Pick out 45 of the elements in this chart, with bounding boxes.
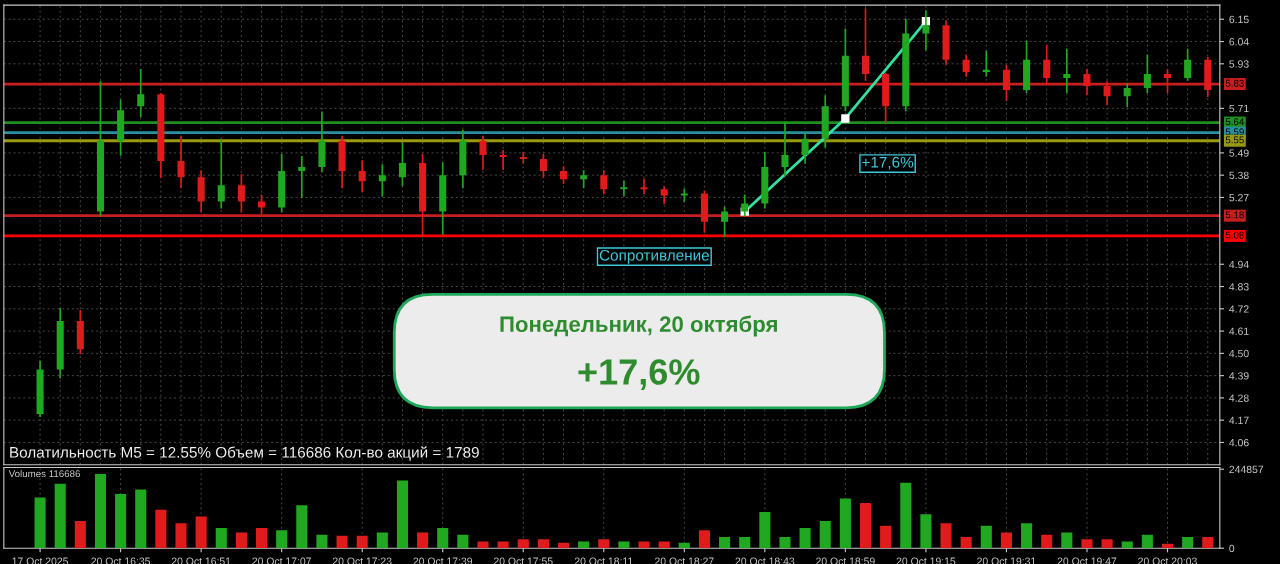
x-tick-label: 20 Oct 18:43: [735, 557, 795, 564]
y-tick-label: 244857: [1229, 465, 1264, 474]
x-tick-label: 20 Oct 19:31: [977, 557, 1036, 564]
x-tick-label: 20 Oct 20:03: [1138, 557, 1197, 564]
x-tick-label: 20 Oct 18:27: [655, 557, 714, 564]
y-tick-label: 4.39: [1229, 372, 1249, 380]
x-tick-label: 20 Oct 16:51: [171, 557, 231, 564]
y-tick-label: 0: [1229, 544, 1235, 553]
y-tick-label: 4.50: [1229, 349, 1249, 358]
ref-line-label: 5.59: [1225, 128, 1244, 136]
x-tick-label: 20 Oct 17:07: [252, 557, 311, 564]
annotation: +17,6%: [578, 359, 700, 390]
x-tick-label: 20 Oct 19:15: [896, 557, 956, 564]
chart-title: Volumes 116686: [8, 469, 80, 478]
x-tick-label: 20 Oct 18:11: [574, 557, 633, 564]
y-tick-label: 4.61: [1229, 327, 1249, 335]
y-tick-label: 5.49: [1229, 149, 1249, 157]
x-tick-label: 20 Oct 19:47: [1057, 557, 1117, 564]
annotation: Понедельник, 20 октября: [500, 315, 777, 337]
ref-line-label: 5.55: [1225, 136, 1244, 144]
x-tick-label: 20 Oct 18:59: [816, 557, 875, 564]
x-tick-label: 20 Oct 16:35: [91, 557, 150, 564]
y-tick-label: 4.06: [1229, 438, 1249, 447]
y-tick-label: 4.28: [1229, 394, 1249, 402]
y-tick-label: 5.27: [1229, 193, 1249, 202]
x-tick-label: 20 Oct 17:55: [493, 557, 553, 564]
y-tick-label: 6.04: [1229, 38, 1249, 46]
annotation: +17,6%: [862, 156, 914, 170]
y-tick-label: 4.83: [1229, 283, 1249, 291]
ref-line-label: 5.08: [1225, 231, 1244, 239]
x-tick-label: 20 Oct 17:39: [413, 557, 473, 564]
y-tick-label: 4.94: [1229, 260, 1249, 269]
y-tick-label: 4.72: [1229, 305, 1249, 313]
ref-line-label: 5.83: [1225, 79, 1244, 87]
ref-line-label: 5.64: [1225, 118, 1245, 126]
x-tick-label: 17 Oct 2025: [12, 557, 69, 564]
y-tick-label: 6.15: [1229, 15, 1249, 24]
y-tick-label: 5.93: [1229, 60, 1249, 68]
annotation: Волатильность M5 = 12.55% Объем = 116686 Кол-во акций = 1789: [10, 446, 479, 461]
annotation: Сопротивление: [599, 249, 709, 264]
y-tick-label: 5.38: [1229, 171, 1249, 180]
x-tick-label: 20 Oct 17:23: [332, 557, 392, 564]
y-tick-label: 5.71: [1229, 104, 1249, 113]
ref-line-label: 5.18: [1225, 211, 1244, 219]
y-tick-label: 4.17: [1229, 416, 1249, 424]
